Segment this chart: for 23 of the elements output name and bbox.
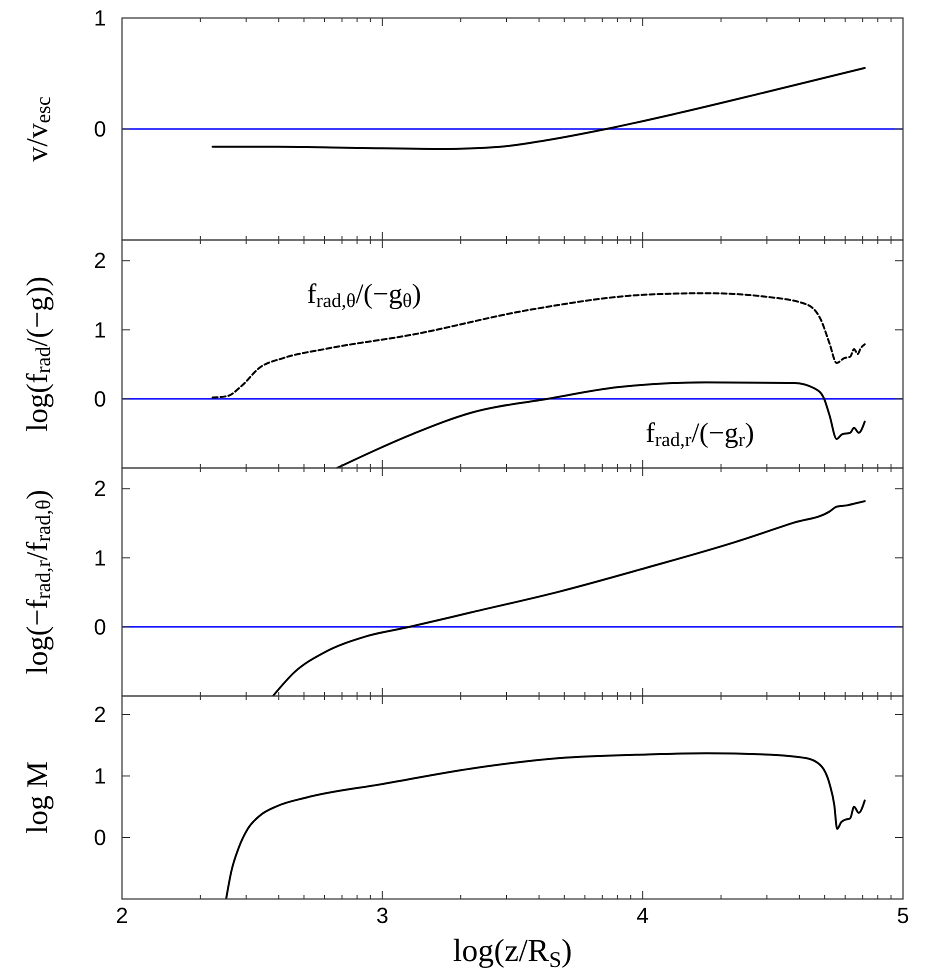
y-tick-label: 1 [94,763,106,788]
y-tick-label: 2 [94,702,106,727]
y-tick-label: 2 [94,248,106,274]
y-tick-label: 0 [94,116,106,142]
y-tick-label: 1 [94,6,106,30]
y-tick-label: 1 [94,317,106,342]
line-series [212,66,866,150]
x-tick-label: 3 [376,903,388,928]
x-axis-title: log(z/R$_{S}$) [452,932,572,972]
line-series [225,752,866,899]
y-tick-label: 0 [94,614,106,640]
y-tick-label: 0 [94,386,106,412]
line-series [336,381,866,468]
series-label: f$_{rad,θ}$/(−g$_{θ}$) [306,279,422,312]
y-tick-label: 2 [94,476,106,502]
y-tick-label: 1 [94,545,106,570]
x-tick-label: 2 [116,903,128,928]
line-series [272,500,866,696]
series-label: f$_{rad,r}$/(−g$_{r}$) [646,418,754,451]
x-tick-label: 4 [636,903,649,928]
y-tick-label: 0 [94,824,106,850]
x-tick-label: 5 [896,903,910,928]
y-axis-title: log M [20,761,54,834]
